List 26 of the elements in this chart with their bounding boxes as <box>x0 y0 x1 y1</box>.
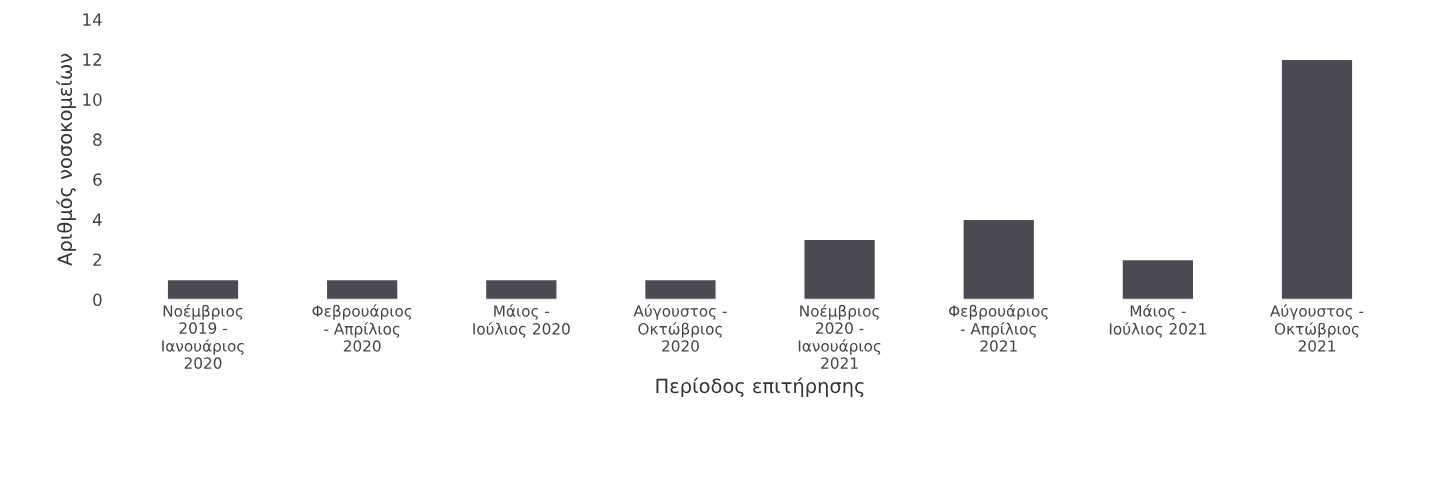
x-tick-label: Φεβρουάριος - Απρίλιος 2021 <box>949 304 1048 352</box>
x-tick-label: Φεβρουάριος - Απρίλιος 2020 <box>312 304 412 352</box>
x-tick-label: Νοέμβριος 2019 - Ιανουάριος 2020 <box>162 304 244 369</box>
bar <box>1280 58 1354 300</box>
bar <box>166 278 240 300</box>
y-tick-label: 8 <box>93 133 102 146</box>
y-tick-label: 2 <box>93 253 102 266</box>
y-tick-label: 0 <box>93 293 102 307</box>
x-tick-label: Μάιος - Ιούλιος 2020 <box>473 304 570 338</box>
bar <box>643 278 717 300</box>
bar <box>803 238 877 300</box>
x-tick-label: Μάιος - Ιούλιος 2021 <box>1109 304 1206 338</box>
y-tick-label: 4 <box>92 213 102 226</box>
y-tick-label: 10 <box>83 93 102 106</box>
bar <box>325 278 399 300</box>
x-axis-title: Περίοδος επιτήρησης <box>656 377 864 398</box>
y-axis-title: Αριθμός νοσοκομείων <box>56 53 76 266</box>
x-tick-label: Αύγουστος - Οκτώβριος 2021 <box>1270 304 1364 352</box>
y-tick-label: 12 <box>83 53 102 66</box>
bar <box>484 278 558 300</box>
bar <box>962 218 1036 300</box>
x-tick-label: Αύγουστος - Οκτώβριος 2020 <box>633 304 727 352</box>
y-tick-label: 6 <box>93 173 102 186</box>
y-tick-label: 14 <box>83 13 102 26</box>
x-tick-label: Νοέμβριος 2020 - Ιανουάριος 2021 <box>798 304 881 369</box>
bar <box>1121 258 1195 300</box>
